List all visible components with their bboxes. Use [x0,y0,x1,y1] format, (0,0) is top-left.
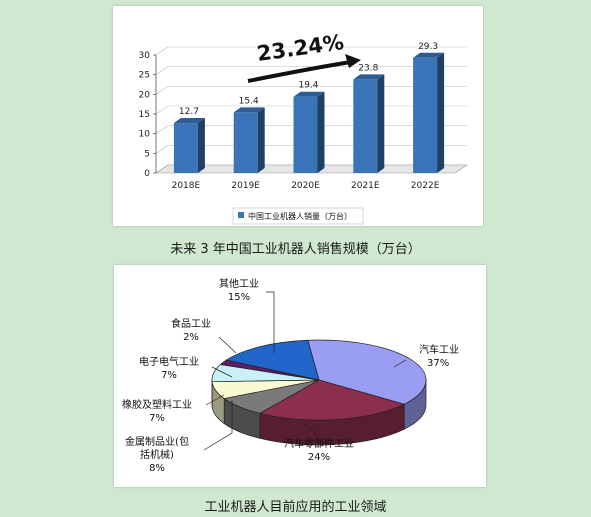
pie-slice-label: 电子电气工业 [139,355,199,368]
pie-slice-percent: 7% [149,413,165,424]
pie-slice-label: 其他工业 [219,277,259,290]
pie-sides [211,379,427,446]
bar [173,118,205,173]
bar [233,107,265,173]
legend-box [232,207,364,225]
pie-slice-percent: 8% [149,463,165,474]
pie-slice-percent: 37% [427,358,449,369]
pie-slice [307,339,427,405]
pie-slice-percent: 24% [308,452,330,463]
bar [353,74,385,173]
y-tick-label: 20 [139,90,151,100]
bar-data-label: 19.4 [298,81,318,91]
pie-slice-label: 汽车零部件工业 [284,437,354,450]
y-tick-label: 30 [139,51,151,61]
pie-leader-line [303,422,320,438]
pie-slice [258,379,406,421]
bar-chart: 0 5 10 15 20 25 30 12.7 2018E 15.4 2019E 19.4 2020E 2… [139,30,468,225]
pie-leader-line [205,394,225,406]
x-tick-label: 2021E [351,181,380,191]
pie-slice-label: 括机械) [140,448,174,461]
pie-slice-percent: 2% [183,332,199,343]
pie-slice [225,339,320,381]
pie-slice-label: 橡胶及塑料工业 [122,398,192,411]
growth-arrow-head [345,54,361,68]
x-tick-label: 2022E [411,181,440,191]
bar-chart-caption: 未来 3 年中国工业机器人销售规模（万台） [170,242,421,257]
pie-top [211,339,427,421]
pie-slice-label: 汽车工业 [419,343,459,356]
pie-leader-line [393,359,407,368]
x-tick-label: 2019E [231,181,260,191]
pie-leader-line [203,400,233,451]
legend-label: 中国工业机器人销量（万台） [248,211,352,221]
pie-slice-label: 金属制品业(包 [125,435,189,448]
y-tick-label: 5 [144,149,150,159]
growth-arrow [247,60,352,83]
y-tick-label: 15 [139,110,150,120]
pie-chart-caption: 工业机器人目前应用的工业领域 [204,500,387,515]
bar-data-label: 29.3 [418,42,438,52]
growth-annotation: 23.24% [255,30,345,66]
y-tick-label: 25 [139,71,150,81]
bar-data-label: 15.4 [239,96,259,106]
legend-swatch [238,212,244,218]
pie-leader-line [266,291,275,353]
bar-data-label: 23.8 [358,63,378,73]
x-tick-label: 2018E [172,181,201,191]
bar [413,52,445,173]
pie-leader-line [211,366,233,378]
bar-data-label: 12.7 [179,107,199,117]
pie-leader-line [218,336,237,354]
bar [293,91,325,173]
y-tick-label: 10 [139,130,151,140]
y-tick-label: 0 [144,169,150,179]
x-tick-label: 2020E [291,181,320,191]
pie-chart-panel: 汽车工业 37% 汽车零部件工业 24% 金属制品业(包 括机械) 8% 橡胶及塑料工业 7% 电… [114,265,486,487]
pie-slice-percent: 7% [161,370,177,381]
pie-slice-percent: 15% [228,292,250,303]
pie-slice-label: 食品工业 [171,317,211,330]
bar-chart-panel: 0 5 10 15 20 25 30 12.7 2018E 15.4 2019E 19.4 2020E 2… [113,6,483,226]
